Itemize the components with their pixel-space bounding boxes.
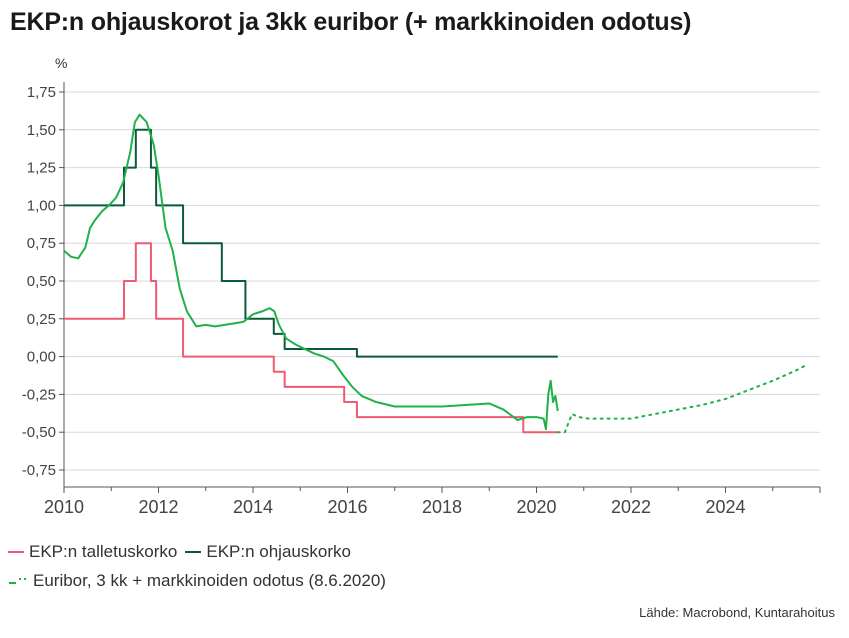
x-tick-label: 2010 [44,497,84,517]
series-euribor [63,113,559,431]
series-deposit-rate [64,242,558,434]
y-axis-label: % [55,55,67,71]
legend-swatch-deposit [8,551,24,553]
legend-row-1: EKP:n talletuskorko EKP:n ohjauskorko [8,542,359,562]
legend-row-2: Euribor, 3 kk + markkinoiden odotus (8.6… [8,571,394,591]
x-tick-label: 2014 [233,497,273,517]
legend-swatch-euribor [9,578,29,584]
x-tick-label: 2012 [138,497,178,517]
series-layer [63,113,810,434]
series-main-rate [64,128,558,358]
y-tick-label: -0,25 [22,386,56,403]
x-tick-label: 2016 [327,497,367,517]
x-tick-label: 2018 [422,497,462,517]
axes: 1,75 1,50 1,25 1,00 0,75 0,50 0,25 0,00 -0,25 -0,… [22,82,821,517]
legend-label-euribor: Euribor, 3 kk + markkinoiden odotus (8.6… [33,571,386,590]
line-chart: 1,75 1,50 1,25 1,00 0,75 0,50 0,25 0,00 -0,25 -0,… [22,55,821,517]
y-tick-label: -0,75 [22,462,56,479]
y-tick-label: -0,50 [22,424,56,441]
y-tick-label: 0,75 [27,235,56,252]
y-tick-label: 1,00 [27,197,56,214]
y-tick-label: 0,50 [27,273,56,290]
y-tick-label: 0,00 [27,349,56,366]
legend-item-deposit: EKP:n talletuskorko [8,542,177,562]
series-euribor-forecast [556,363,810,434]
source-note: Lähde: Macrobond, Kuntarahoitus [639,605,835,620]
x-tick-label: 2020 [516,497,556,517]
y-tick-label: 1,75 [27,84,56,101]
legend-item-euribor: Euribor, 3 kk + markkinoiden odotus (8.6… [8,571,386,591]
legend-label-deposit: EKP:n talletuskorko [29,542,178,561]
chart-title: EKP:n ohjauskorot ja 3kk euribor (+ mark… [10,8,692,36]
y-tick-label: 1,50 [27,122,56,139]
legend-item-main: EKP:n ohjauskorko [185,542,351,562]
x-tick-label: 2024 [705,497,745,517]
y-tick-label: 0,25 [27,311,56,328]
legend-label-main: EKP:n ohjauskorko [206,542,351,561]
legend-swatch-main [185,551,202,553]
x-tick-label: 2022 [611,497,651,517]
y-tick-label: 1,25 [27,160,56,177]
